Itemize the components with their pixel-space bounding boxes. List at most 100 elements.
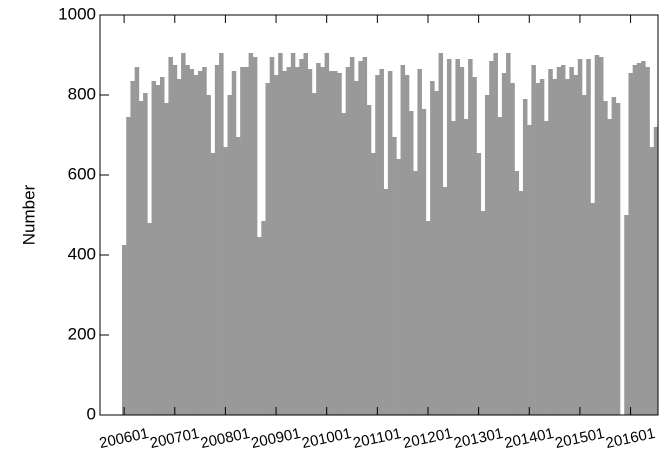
bar bbox=[598, 57, 604, 415]
bar bbox=[430, 81, 435, 415]
bar bbox=[371, 153, 376, 415]
bar bbox=[273, 75, 279, 415]
bar bbox=[573, 75, 579, 415]
bar bbox=[257, 237, 262, 415]
bar bbox=[126, 117, 131, 415]
bar bbox=[164, 103, 169, 415]
bar bbox=[603, 101, 608, 415]
bar bbox=[425, 221, 431, 415]
bar bbox=[472, 77, 477, 415]
bar bbox=[649, 147, 655, 415]
bar bbox=[244, 67, 249, 415]
bar bbox=[548, 69, 553, 415]
bar bbox=[341, 113, 346, 415]
bar bbox=[442, 187, 448, 415]
bar bbox=[434, 91, 439, 415]
bar bbox=[227, 95, 233, 415]
bar bbox=[345, 67, 351, 415]
bar bbox=[358, 61, 363, 415]
bar bbox=[337, 73, 342, 415]
x-tick-label: 201301 bbox=[452, 425, 505, 452]
bar bbox=[645, 67, 650, 415]
bar bbox=[223, 147, 228, 415]
bar bbox=[413, 171, 418, 415]
bar bbox=[594, 55, 600, 415]
x-tick-label: 201601 bbox=[604, 425, 657, 452]
x-tick-label: 201001 bbox=[300, 425, 353, 452]
bar bbox=[122, 245, 127, 415]
bar bbox=[451, 121, 456, 415]
bar bbox=[303, 53, 309, 415]
bar bbox=[565, 79, 570, 415]
y-tick-label: 1000 bbox=[58, 4, 96, 23]
bar bbox=[324, 53, 330, 415]
bar bbox=[159, 77, 165, 415]
bar bbox=[569, 67, 574, 415]
bar bbox=[147, 223, 152, 415]
bar bbox=[539, 79, 545, 415]
bar bbox=[375, 75, 380, 415]
bar bbox=[320, 67, 325, 415]
bar bbox=[514, 171, 520, 415]
x-tick-label: 200801 bbox=[199, 425, 252, 452]
bar bbox=[611, 97, 617, 415]
plot-frame bbox=[99, 14, 659, 416]
bar bbox=[484, 95, 490, 415]
bar bbox=[607, 119, 612, 415]
bar bbox=[231, 71, 237, 415]
bar bbox=[560, 65, 566, 415]
bar bbox=[193, 75, 199, 415]
bar bbox=[252, 57, 258, 415]
bar bbox=[531, 65, 536, 415]
bar bbox=[219, 53, 224, 415]
bar bbox=[404, 75, 410, 415]
bar bbox=[392, 137, 397, 415]
bar bbox=[240, 67, 245, 415]
bar bbox=[636, 63, 642, 415]
y-tick-label: 200 bbox=[68, 324, 96, 343]
bar bbox=[151, 81, 157, 415]
bar bbox=[265, 83, 271, 415]
y-axis-label: Number bbox=[19, 184, 38, 245]
bar bbox=[168, 57, 173, 415]
bar bbox=[316, 63, 321, 415]
bar bbox=[628, 73, 633, 415]
x-tick-label: 201401 bbox=[503, 425, 556, 452]
bar bbox=[544, 121, 549, 415]
bar bbox=[552, 79, 558, 415]
bar bbox=[138, 101, 144, 415]
bar bbox=[459, 67, 465, 415]
x-tick-label: 201201 bbox=[402, 425, 455, 452]
bar bbox=[278, 53, 283, 415]
bar bbox=[497, 117, 503, 415]
bar bbox=[400, 65, 406, 415]
bar bbox=[506, 53, 511, 415]
x-tick-label: 201501 bbox=[554, 425, 607, 452]
bar bbox=[333, 71, 338, 415]
x-tick-label: 201101 bbox=[352, 425, 403, 452]
bar bbox=[197, 71, 203, 415]
bar bbox=[214, 65, 220, 415]
bar bbox=[590, 203, 595, 415]
bar bbox=[582, 95, 587, 415]
bar bbox=[176, 79, 182, 415]
bar bbox=[446, 59, 452, 415]
bar bbox=[510, 83, 515, 415]
x-tick-label: 200901 bbox=[250, 425, 303, 452]
y-tick-label: 0 bbox=[87, 404, 96, 423]
bar bbox=[155, 85, 161, 415]
bar bbox=[468, 59, 473, 415]
bar bbox=[307, 69, 313, 415]
bar bbox=[286, 67, 292, 415]
bar bbox=[143, 93, 148, 415]
bar bbox=[463, 119, 469, 415]
bar bbox=[282, 71, 287, 415]
bar bbox=[248, 53, 254, 415]
bar bbox=[396, 159, 401, 415]
bar bbox=[417, 69, 422, 415]
bar bbox=[615, 103, 621, 415]
bar bbox=[641, 61, 646, 415]
bar bbox=[421, 109, 427, 415]
y-tick-label: 800 bbox=[68, 84, 96, 103]
bar bbox=[653, 127, 659, 415]
